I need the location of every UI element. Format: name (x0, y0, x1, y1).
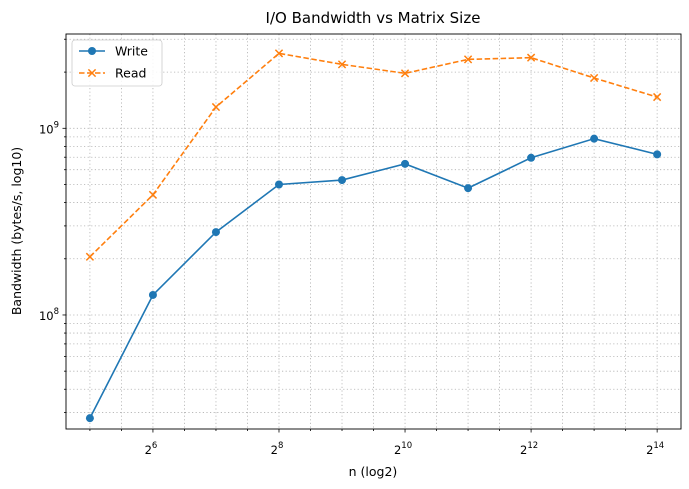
x-tick-label: 26 (145, 441, 158, 457)
read-data-point (463, 55, 473, 64)
write-data-point (211, 228, 220, 237)
write-data-point (464, 184, 473, 193)
read-data-point (337, 60, 347, 69)
read-data-point (589, 73, 599, 83)
grid-lines (66, 34, 681, 429)
x-axis-label: n (log2) (349, 464, 398, 479)
legend-read-label: Read (115, 66, 146, 81)
x-tick-label: 212 (520, 441, 538, 457)
series-layer (85, 49, 662, 423)
write-data-point (148, 290, 157, 299)
write-data-point (274, 180, 283, 189)
read-data-point (274, 49, 284, 58)
write-data-point (401, 159, 410, 168)
chart-title: I/O Bandwidth vs Matrix Size (266, 9, 481, 27)
y-axis-label: Bandwidth (bytes/s, log10) (9, 147, 24, 315)
legend-write-label: Write (115, 44, 148, 59)
write-data-point (527, 153, 536, 162)
y-tick-label: 108 (39, 307, 59, 323)
write-data-point (653, 150, 662, 159)
x-tick-label: 214 (646, 441, 664, 457)
x-tick-label: 210 (394, 441, 412, 457)
write-data-point (85, 414, 94, 423)
read-data-point (85, 252, 95, 261)
legend-read-marker (87, 68, 97, 78)
x-tick-label: 28 (271, 441, 284, 457)
legend-write-marker (88, 47, 96, 55)
read-data-point (400, 69, 410, 78)
read-data-point (211, 102, 221, 112)
write-data-point (590, 134, 599, 143)
write-series-line (89, 137, 658, 419)
read-data-point (653, 92, 662, 102)
axis-ticks: 26 28 210 212 214 108 109 (39, 38, 664, 457)
y-tick-label: 109 (39, 120, 59, 136)
legend: Write Read (71, 39, 163, 87)
read-data-point (148, 190, 158, 199)
read-data-point (526, 53, 536, 62)
write-data-point (338, 176, 347, 185)
